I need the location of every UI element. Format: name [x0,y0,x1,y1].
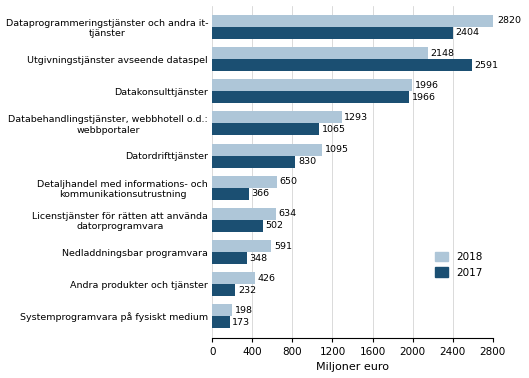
Bar [212,188,249,200]
Bar [212,124,319,135]
Text: 426: 426 [258,274,276,283]
Bar [212,27,453,39]
Bar [212,220,262,232]
Text: 1996: 1996 [415,81,439,90]
Bar [212,47,427,59]
X-axis label: Miljoner euro: Miljoner euro [316,363,389,372]
Bar [212,316,230,328]
Text: 1095: 1095 [324,145,349,154]
Text: 591: 591 [274,242,292,251]
Bar [212,284,235,296]
Bar [212,272,255,284]
Bar [212,156,295,167]
Bar [212,15,495,27]
Bar [212,240,271,252]
Text: 2820: 2820 [497,17,522,25]
Bar [212,252,247,264]
Bar [212,91,409,103]
Text: 2404: 2404 [455,28,480,37]
Text: 348: 348 [250,254,268,263]
Text: 634: 634 [278,209,296,218]
Text: 2148: 2148 [430,49,454,58]
Text: 2591: 2591 [475,60,498,70]
Text: 173: 173 [232,318,250,327]
Text: 232: 232 [238,286,256,295]
Text: 650: 650 [280,177,298,186]
Text: 1966: 1966 [412,93,436,102]
Text: 502: 502 [265,222,283,231]
Bar [212,144,322,156]
Legend: 2018, 2017: 2018, 2017 [430,247,488,283]
Bar [212,208,276,220]
Bar [212,304,232,316]
Text: 1293: 1293 [344,113,368,122]
Bar [212,176,277,188]
Bar [212,59,472,71]
Text: 366: 366 [251,189,270,198]
Bar [212,79,412,91]
Bar [212,112,342,124]
Text: 198: 198 [234,306,252,315]
Text: 830: 830 [298,157,316,166]
Text: 1065: 1065 [322,125,345,134]
